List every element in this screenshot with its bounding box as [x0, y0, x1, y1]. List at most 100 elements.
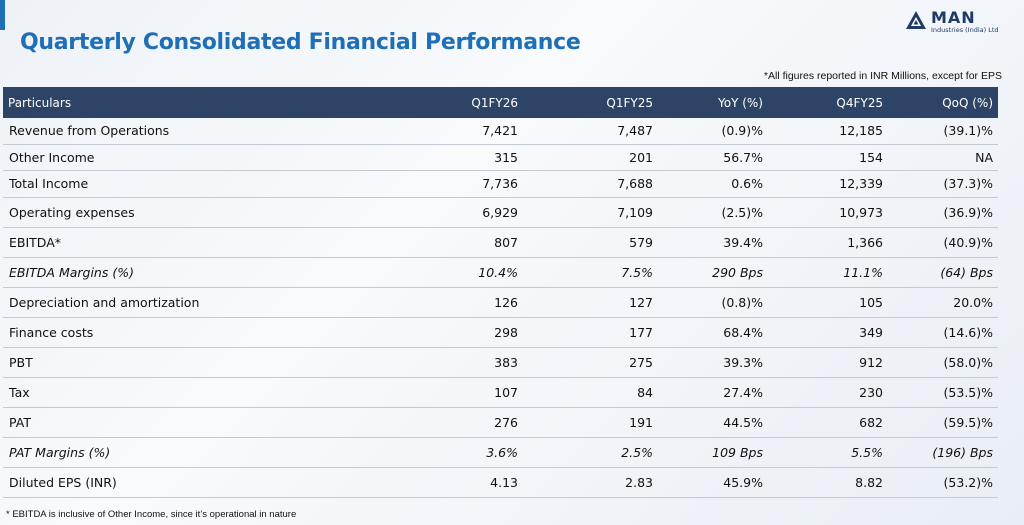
- col-header-qoq: QoQ (%): [888, 87, 998, 118]
- col-header-q1fy25: Q1FY25: [523, 87, 658, 118]
- cell-q4fy25: 12,339: [768, 170, 888, 198]
- table-row: Total Income 7,736 7,688 0.6% 12,339 (37…: [3, 170, 998, 198]
- cell-q4fy25: 230: [768, 377, 888, 408]
- cell-qoq: (58.0)%: [888, 347, 998, 378]
- cell-q1fy25: 275: [523, 347, 658, 378]
- page-title: Quarterly Consolidated Financial Perform…: [20, 30, 581, 55]
- cell-q1fy25: 2.83: [523, 467, 658, 498]
- table-row: Revenue from Operations 7,421 7,487 (0.9…: [3, 118, 998, 145]
- cell-qoq: (14.6)%: [888, 317, 998, 348]
- row-label: PAT Margins (%): [3, 437, 323, 468]
- cell-qoq: 20.0%: [888, 287, 998, 318]
- cell-q4fy25: 1,366: [768, 227, 888, 258]
- cell-qoq: NA: [888, 144, 998, 171]
- cell-q4fy25: 11.1%: [768, 257, 888, 288]
- logo-subtitle: Industries (India) Ltd: [931, 26, 999, 34]
- cell-qoq: (59.5)%: [888, 407, 998, 438]
- row-label: Finance costs: [3, 317, 323, 348]
- cell-q1fy25: 579: [523, 227, 658, 258]
- footnote: * EBITDA is inclusive of Other Income, s…: [6, 509, 297, 520]
- financial-table: Particulars Q1FY26 Q1FY25 YoY (%) Q4FY25…: [3, 87, 998, 498]
- cell-q4fy25: 682: [768, 407, 888, 438]
- cell-q1fy25: 7,688: [523, 170, 658, 198]
- row-label: Depreciation and amortization: [3, 287, 323, 318]
- table-row: Tax 107 84 27.4% 230 (53.5)%: [3, 377, 998, 408]
- cell-qoq: (37.3)%: [888, 170, 998, 198]
- cell-q1fy26: 7,736: [323, 170, 523, 198]
- col-header-q4fy25: Q4FY25: [768, 87, 888, 118]
- cell-q1fy26: 315: [323, 144, 523, 171]
- mountain-logo-icon: [906, 11, 926, 29]
- row-label: PAT: [3, 407, 323, 438]
- cell-yoy: (0.9)%: [658, 118, 768, 145]
- cell-yoy: (2.5)%: [658, 197, 768, 228]
- cell-qoq: (64) Bps: [888, 257, 998, 288]
- cell-q1fy25: 177: [523, 317, 658, 348]
- row-label: Other Income: [3, 144, 323, 171]
- cell-yoy: 27.4%: [658, 377, 768, 408]
- cell-q4fy25: 5.5%: [768, 437, 888, 468]
- cell-q4fy25: 912: [768, 347, 888, 378]
- cell-qoq: (53.5)%: [888, 377, 998, 408]
- cell-qoq: (196) Bps: [888, 437, 998, 468]
- cell-qoq: (40.9)%: [888, 227, 998, 258]
- col-header-q1fy26: Q1FY26: [323, 87, 523, 118]
- row-label: EBITDA*: [3, 227, 323, 258]
- cell-q1fy25: 2.5%: [523, 437, 658, 468]
- table-row: PAT 276 191 44.5% 682 (59.5)%: [3, 407, 998, 438]
- cell-q1fy25: 7,487: [523, 118, 658, 145]
- cell-q1fy26: 298: [323, 317, 523, 348]
- cell-q1fy26: 126: [323, 287, 523, 318]
- cell-q1fy26: 276: [323, 407, 523, 438]
- cell-q1fy26: 10.4%: [323, 257, 523, 288]
- cell-qoq: (36.9)%: [888, 197, 998, 228]
- row-label: Tax: [3, 377, 323, 408]
- cell-q1fy26: 4.13: [323, 467, 523, 498]
- cell-yoy: 39.4%: [658, 227, 768, 258]
- table-row: Diluted EPS (INR) 4.13 2.83 45.9% 8.82 (…: [3, 467, 998, 498]
- cell-q4fy25: 10,973: [768, 197, 888, 228]
- cell-yoy: 44.5%: [658, 407, 768, 438]
- cell-q4fy25: 8.82: [768, 467, 888, 498]
- cell-q4fy25: 12,185: [768, 118, 888, 145]
- cell-q1fy26: 6,929: [323, 197, 523, 228]
- cell-q1fy25: 84: [523, 377, 658, 408]
- table-row: EBITDA Margins (%) 10.4% 7.5% 290 Bps 11…: [3, 257, 998, 288]
- cell-q1fy26: 107: [323, 377, 523, 408]
- units-note: *All figures reported in INR Millions, e…: [763, 70, 1002, 82]
- row-label: Operating expenses: [3, 197, 323, 228]
- cell-q1fy26: 807: [323, 227, 523, 258]
- cell-qoq: (39.1)%: [888, 118, 998, 145]
- table-row: PAT Margins (%) 3.6% 2.5% 109 Bps 5.5% (…: [3, 437, 998, 468]
- cell-yoy: 0.6%: [658, 170, 768, 198]
- cell-q1fy26: 7,421: [323, 118, 523, 145]
- cell-q4fy25: 105: [768, 287, 888, 318]
- table-row: Operating expenses 6,929 7,109 (2.5)% 10…: [3, 197, 998, 228]
- cell-q1fy25: 7,109: [523, 197, 658, 228]
- table-row: EBITDA* 807 579 39.4% 1,366 (40.9)%: [3, 227, 998, 258]
- cell-q1fy25: 201: [523, 144, 658, 171]
- col-header-yoy: YoY (%): [658, 87, 768, 118]
- logo-brand: MAN: [931, 8, 976, 27]
- cell-q1fy26: 383: [323, 347, 523, 378]
- cell-q4fy25: 154: [768, 144, 888, 171]
- cell-yoy: 68.4%: [658, 317, 768, 348]
- row-label: PBT: [3, 347, 323, 378]
- company-logo: MAN Industries (India) Ltd: [905, 8, 1015, 36]
- table-row: PBT 383 275 39.3% 912 (58.0)%: [3, 347, 998, 378]
- cell-yoy: 109 Bps: [658, 437, 768, 468]
- table-header-row: Particulars Q1FY26 Q1FY25 YoY (%) Q4FY25…: [3, 87, 998, 118]
- cell-yoy: 290 Bps: [658, 257, 768, 288]
- row-label: EBITDA Margins (%): [3, 257, 323, 288]
- cell-yoy: (0.8)%: [658, 287, 768, 318]
- cell-q4fy25: 349: [768, 317, 888, 348]
- cell-yoy: 39.3%: [658, 347, 768, 378]
- cell-q1fy25: 191: [523, 407, 658, 438]
- cell-yoy: 45.9%: [658, 467, 768, 498]
- col-header-particulars: Particulars: [3, 87, 323, 118]
- row-label: Diluted EPS (INR): [3, 467, 323, 498]
- accent-bar: [0, 0, 5, 30]
- row-label: Total Income: [3, 170, 323, 198]
- cell-yoy: 56.7%: [658, 144, 768, 171]
- table-row: Depreciation and amortization 126 127 (0…: [3, 287, 998, 318]
